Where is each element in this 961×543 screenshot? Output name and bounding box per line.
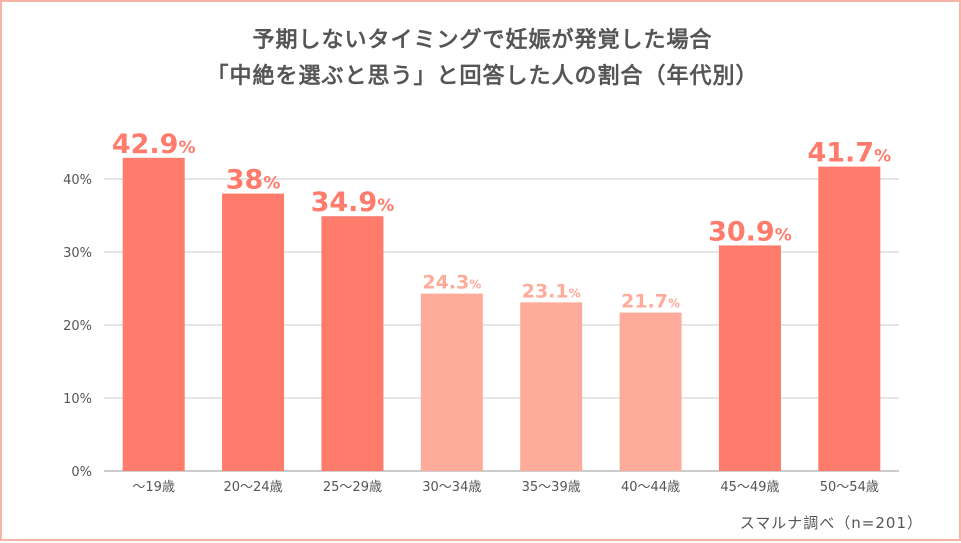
bar-5 bbox=[520, 302, 583, 471]
x-tick-label: 50〜54歳 bbox=[820, 480, 879, 495]
value-label: 41.7% bbox=[807, 138, 891, 169]
x-tick-label: 45〜49歳 bbox=[720, 480, 779, 495]
x-tick-label: 40〜44歳 bbox=[621, 480, 680, 495]
y-tick-label: 10% bbox=[63, 392, 92, 407]
value-label: 30.9% bbox=[708, 216, 792, 247]
bar-7 bbox=[718, 245, 781, 471]
bar-2 bbox=[222, 193, 285, 471]
bar-1 bbox=[122, 157, 185, 471]
bar-6 bbox=[619, 312, 682, 471]
x-tick-label: 20〜24歳 bbox=[224, 480, 283, 495]
source-note: スマルナ調べ（n=201） bbox=[739, 514, 923, 532]
value-label: 23.1% bbox=[522, 280, 581, 302]
bar-4 bbox=[420, 293, 483, 471]
value-label: 38% bbox=[226, 165, 281, 196]
x-tick-label: 35〜39歳 bbox=[522, 480, 581, 495]
x-tick-label: 30〜34歳 bbox=[422, 480, 481, 495]
x-tick-label: 25〜29歳 bbox=[323, 480, 382, 495]
x-tick-label: 〜19歳 bbox=[132, 480, 175, 495]
chart-title-line2: 「中絶を選ぶと思う」と回答した人の割合（年代別） bbox=[206, 64, 759, 89]
value-label: 24.3% bbox=[422, 272, 481, 294]
y-tick-label: 0% bbox=[71, 465, 92, 480]
chart-title-line1: 予期しないタイミングで妊娠が発覚した場合 bbox=[252, 28, 713, 53]
y-tick-label: 30% bbox=[63, 246, 92, 261]
value-label: 21.7% bbox=[621, 291, 680, 313]
bar-8 bbox=[818, 166, 881, 471]
y-tick-label: 40% bbox=[63, 173, 92, 188]
bar-3 bbox=[321, 216, 384, 471]
y-tick-label: 20% bbox=[63, 319, 92, 334]
value-label: 34.9% bbox=[311, 187, 395, 218]
value-label: 42.9% bbox=[112, 129, 196, 160]
